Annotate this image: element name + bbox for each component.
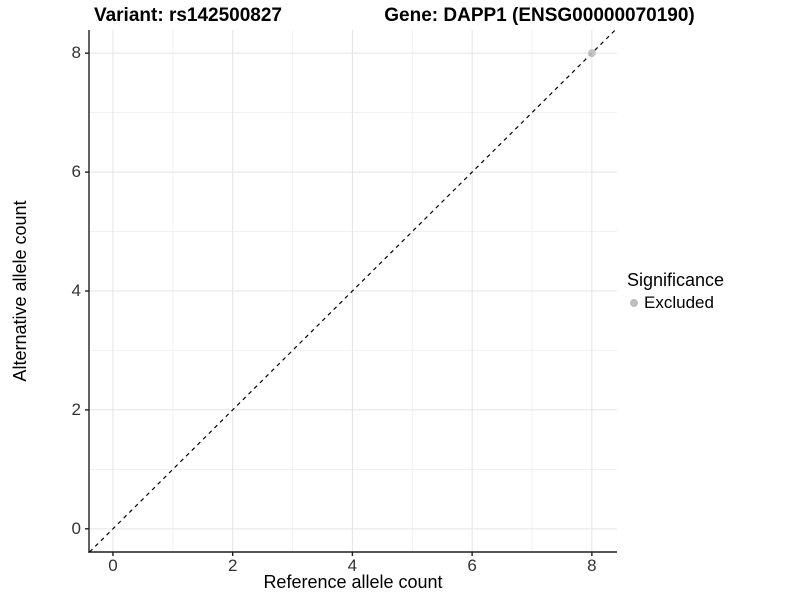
y-tick-label: 0 <box>71 518 81 538</box>
x-tick-label: 8 <box>587 556 597 575</box>
legend-item-label: Excluded <box>644 293 714 312</box>
x-tick-label: 6 <box>467 556 477 575</box>
y-axis-title: Alternative allele count <box>10 200 30 382</box>
variant-title: Variant: rs142500827 <box>93 5 283 26</box>
legend-items: Excluded <box>627 293 800 312</box>
x-tick-label: 2 <box>227 556 238 575</box>
y-tick-label: 8 <box>71 43 81 63</box>
data-point <box>587 49 596 58</box>
legend-dot-icon <box>630 298 638 307</box>
identity-dashed-line <box>89 29 616 553</box>
legend-item: Excluded <box>627 293 800 312</box>
gene-title: Gene: DAPP1 (ENSG00000070190) <box>384 5 695 26</box>
legend-title: Significance <box>627 270 725 290</box>
x-tick-label: 0 <box>108 556 118 575</box>
y-tick-label: 6 <box>71 162 81 182</box>
y-tick-label: 4 <box>71 281 81 300</box>
legend: Significance Excluded <box>627 270 800 312</box>
x-tick-label: 4 <box>347 556 358 575</box>
y-tick-label: 2 <box>71 399 81 419</box>
x-axis-title: Reference allele count <box>263 572 443 592</box>
